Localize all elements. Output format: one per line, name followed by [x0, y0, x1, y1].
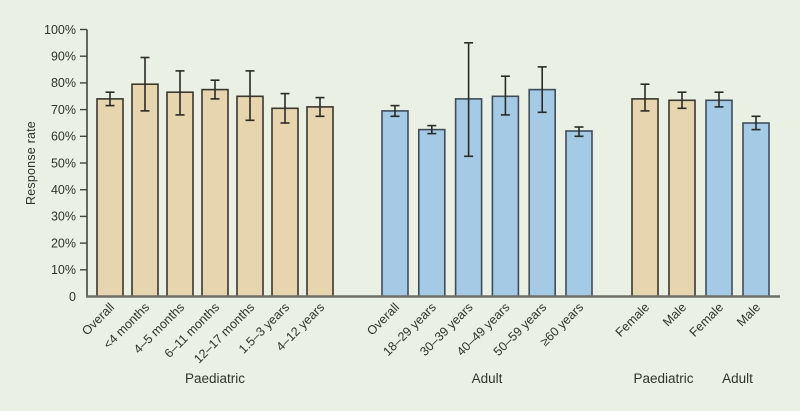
bar-paediatric-1-5-3-years [271, 107, 299, 298]
bar-paediatric-12-17-months [236, 95, 264, 298]
y-tick-label-10: 10% [51, 263, 76, 277]
x-tick-label-male: Male [734, 300, 763, 329]
bar-adult-overall [381, 110, 409, 298]
bar-adult-female [705, 99, 733, 298]
y-tick-label-80: 80% [51, 76, 76, 90]
y-tick-label-60: 60% [51, 130, 76, 144]
bar-adult-60-years [565, 130, 593, 298]
bar-adult-40-49-years [491, 95, 520, 298]
bar-paediatric-male [668, 99, 696, 298]
y-tick-label-0: 0 [69, 290, 76, 304]
y-tick-label-90: 90% [51, 50, 76, 64]
y-tick-label-40: 40% [51, 183, 76, 197]
x-tick-label-female: Female [687, 300, 726, 339]
bar-paediatric-4-5-months [166, 91, 194, 298]
bar-adult-18-29-years [417, 128, 446, 298]
group-label-adult-1: Adult [472, 371, 503, 386]
y-tick-label-100: 100% [44, 23, 76, 37]
bar-paediatric-overall [96, 98, 124, 298]
y-tick-label-70: 70% [51, 103, 76, 117]
y-tick-label-20: 20% [51, 236, 76, 250]
y-tick-label-30: 30% [51, 210, 76, 224]
group-label-paediatric-0: Paediatric [185, 371, 245, 386]
x-tick-label-female: Female [613, 300, 652, 339]
bar-paediatric-female [631, 98, 659, 298]
group-label-adult-3: Adult [722, 371, 753, 386]
group-label-paediatric-2: Paediatric [633, 371, 693, 386]
bar-paediatric-4-months [131, 83, 159, 298]
y-axis-title: Response rate [24, 121, 38, 205]
bar-paediatric-4-12-years [306, 106, 334, 298]
bar-adult-male [742, 122, 770, 298]
bar-paediatric-6-11-months [201, 88, 229, 298]
bar-adult-50-59-years [528, 88, 557, 298]
x-tick-label-male: Male [660, 300, 689, 329]
y-tick-label-50: 50% [51, 156, 76, 170]
